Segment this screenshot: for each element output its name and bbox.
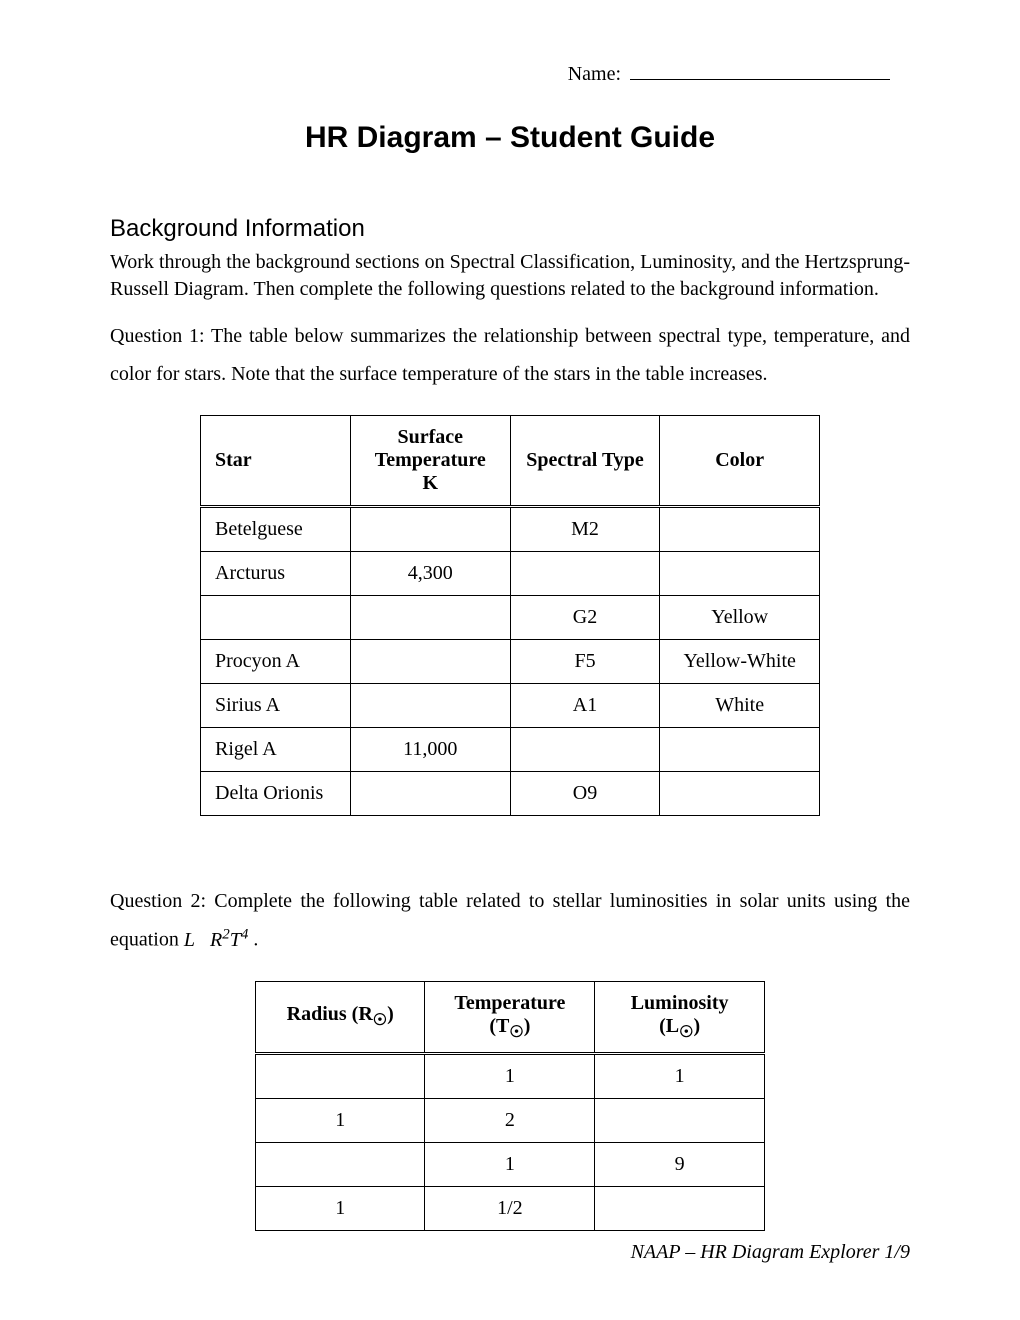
table-cell: 1 [256,1186,425,1230]
question-2-text: Question 2: Complete the following table… [110,882,910,959]
col-color: Color [660,416,820,507]
table-cell[interactable] [595,1098,765,1142]
table-cell[interactable] [660,728,820,772]
table-cell: M2 [510,507,660,552]
col-temperature: Surface Temperature K [350,416,510,507]
table-cell: F5 [510,640,660,684]
page-title: HR Diagram – Student Guide [110,121,910,155]
table-row: Arcturus4,300 [201,552,820,596]
table-cell: G2 [510,596,660,640]
table-cell: Yellow [660,596,820,640]
table-cell: 9 [595,1142,765,1186]
sun-symbol: ☉ [373,1012,387,1029]
eq-R: R [210,929,222,951]
table-cell: O9 [510,772,660,816]
table-cell: 11,000 [350,728,510,772]
table-cell[interactable] [660,552,820,596]
table-cell[interactable] [510,552,660,596]
table-cell: A1 [510,684,660,728]
name-field-row: Name: [110,60,910,86]
table-row: Sirius A A1White [201,684,820,728]
equation: L ∝ R2T4 [184,929,253,951]
table-cell[interactable] [256,1142,425,1186]
table-cell: Yellow-White [660,640,820,684]
table-row: 19 [256,1142,765,1186]
col-star: Star [201,416,351,507]
table-cell: Procyon A [201,640,351,684]
name-label: Name: [568,63,621,85]
table-cell: Rigel A [201,728,351,772]
table-cell[interactable] [201,596,351,640]
col-close: ) [387,1003,394,1025]
table-cell[interactable] [510,728,660,772]
table-cell[interactable] [350,772,510,816]
name-input-line[interactable] [630,60,890,80]
table-cell[interactable] [256,1053,425,1098]
section-heading-background: Background Information [110,215,910,243]
eq-r-exp: 2 [222,926,230,942]
col-radius: Radius (R☉) [256,981,425,1053]
table-spectral: Star Surface Temperature K Spectral Type… [200,415,820,816]
table-cell: Delta Orionis [201,772,351,816]
page-footer: NAAP – HR Diagram Explorer 1/9 [631,1241,910,1264]
table-cell: 1 [425,1053,595,1098]
table-cell: Sirius A [201,684,351,728]
table-cell: Betelguese [201,507,351,552]
col-close-3: ) [693,1015,700,1037]
col-temperature-text: Surface Temperature K [375,426,486,494]
table-cell[interactable] [660,772,820,816]
page: Name: HR Diagram – Student Guide Backgro… [0,0,1020,1320]
table-cell: 2 [425,1098,595,1142]
table-cell: 1/2 [425,1186,595,1230]
table-cell: White [660,684,820,728]
col-close-2: ) [524,1015,531,1037]
table-row: G2Yellow [201,596,820,640]
col-temp2: Temperature (T☉) [425,981,595,1053]
table-row: Procyon A F5Yellow-White [201,640,820,684]
table-row: Betelguese M2 [201,507,820,552]
table-header-row: Star Surface Temperature K Spectral Type… [201,416,820,507]
table-cell: 1 [425,1142,595,1186]
table-luminosity: Radius (R☉) Temperature (T☉) Luminosity … [255,981,765,1231]
sun-symbol-2: ☉ [509,1024,523,1041]
table-cell[interactable] [350,507,510,552]
table-cell[interactable] [350,640,510,684]
table-cell[interactable] [595,1186,765,1230]
table2-header-row: Radius (R☉) Temperature (T☉) Luminosity … [256,981,765,1053]
table-row: Delta Orionis O9 [201,772,820,816]
table-row: Rigel A11,000 [201,728,820,772]
col-radius-text: Radius (R [287,1003,373,1025]
table-cell: 1 [256,1098,425,1142]
eq-T: T [230,929,241,951]
eq-t-exp: 4 [241,926,249,942]
table-cell[interactable] [660,507,820,552]
question-1-text: Question 1: The table below summarizes t… [110,317,910,393]
table-cell: 1 [595,1053,765,1098]
table-cell: 4,300 [350,552,510,596]
table-row: 12 [256,1098,765,1142]
spacer [110,856,910,882]
col-lum: Luminosity (L☉) [595,981,765,1053]
table-cell[interactable] [350,684,510,728]
sun-symbol-3: ☉ [679,1024,693,1041]
eq-L: L [184,929,195,951]
table-cell: Arcturus [201,552,351,596]
col-spectral: Spectral Type [510,416,660,507]
q2-suffix: . [253,929,258,951]
table-cell[interactable] [350,596,510,640]
table-row: 11/2 [256,1186,765,1230]
background-paragraph: Work through the background sections on … [110,249,910,303]
table-row: 11 [256,1053,765,1098]
